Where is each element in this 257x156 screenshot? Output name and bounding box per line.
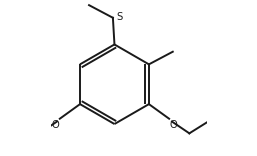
Text: O: O: [51, 120, 59, 130]
Text: S: S: [117, 12, 123, 22]
Text: O: O: [170, 120, 178, 130]
